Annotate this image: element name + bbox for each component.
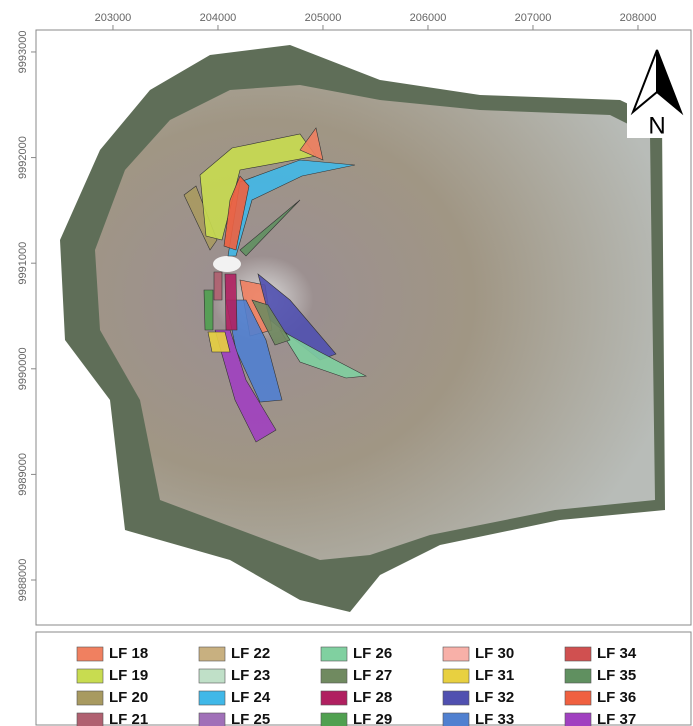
legend-label: LF 19 (109, 667, 148, 684)
legend-label: LF 35 (597, 667, 636, 684)
legend-label: LF 20 (109, 689, 148, 706)
north-arrow: N (627, 40, 687, 139)
legend-label: LF 29 (353, 711, 392, 726)
map-figure: 203000 204000 205000 206000 207000 208000 9988… (0, 0, 693, 726)
y-tick-label: 9991000 (17, 242, 29, 285)
legend-swatch (77, 691, 103, 705)
y-tick-label: 9993000 (17, 31, 29, 74)
y-tick-label: 9989000 (17, 453, 29, 496)
legend-swatch (77, 669, 103, 683)
legend-swatch (321, 647, 347, 661)
legend-swatch (565, 647, 591, 661)
legend-swatch (77, 647, 103, 661)
x-tick-label: 205000 (305, 12, 342, 24)
legend-swatch (77, 713, 103, 726)
legend-label: LF 30 (475, 645, 514, 662)
legend-swatch (565, 669, 591, 683)
legend-label: LF 37 (597, 711, 636, 726)
north-label: N (648, 112, 665, 139)
caldera-floor (95, 85, 655, 560)
legend-label: LF 31 (475, 667, 514, 684)
legend-swatch (199, 691, 225, 705)
y-tick-label: 9992000 (17, 136, 29, 179)
x-tick-label: 208000 (620, 12, 657, 24)
x-tick-label: 206000 (410, 12, 447, 24)
legend-swatch (443, 713, 469, 726)
legend-swatch (321, 669, 347, 683)
legend-swatch (443, 647, 469, 661)
legend-label: LF 36 (597, 689, 636, 706)
legend-label: LF 25 (231, 711, 270, 726)
legend-label: LF 18 (109, 645, 148, 662)
landslide (214, 272, 222, 300)
legend-label: LF 28 (353, 689, 392, 706)
x-tick-label: 207000 (515, 12, 552, 24)
legend-swatch (199, 713, 225, 726)
legend-label: LF 33 (475, 711, 514, 726)
x-tick-label: 204000 (200, 12, 237, 24)
legend-label: LF 24 (231, 689, 271, 706)
legend-swatch (565, 691, 591, 705)
legend-label: LF 21 (109, 711, 148, 726)
legend-label: LF 32 (475, 689, 514, 706)
legend-swatch (321, 713, 347, 726)
legend-swatch (443, 669, 469, 683)
legend-swatch (321, 691, 347, 705)
legend-swatch (565, 713, 591, 726)
legend-swatch (443, 691, 469, 705)
landslide (225, 274, 237, 330)
legend-label: LF 27 (353, 667, 392, 684)
summit (213, 256, 241, 272)
legend-label: LF 23 (231, 667, 270, 684)
legend-swatch (199, 647, 225, 661)
legend-label: LF 26 (353, 645, 392, 662)
y-tick-label: 9988000 (17, 559, 29, 602)
y-tick-label: 9990000 (17, 347, 29, 390)
landslide (204, 290, 213, 330)
legend-label: LF 22 (231, 645, 270, 662)
legend-swatch (199, 669, 225, 683)
legend-label: LF 34 (597, 645, 637, 662)
x-tick-label: 203000 (95, 12, 132, 24)
